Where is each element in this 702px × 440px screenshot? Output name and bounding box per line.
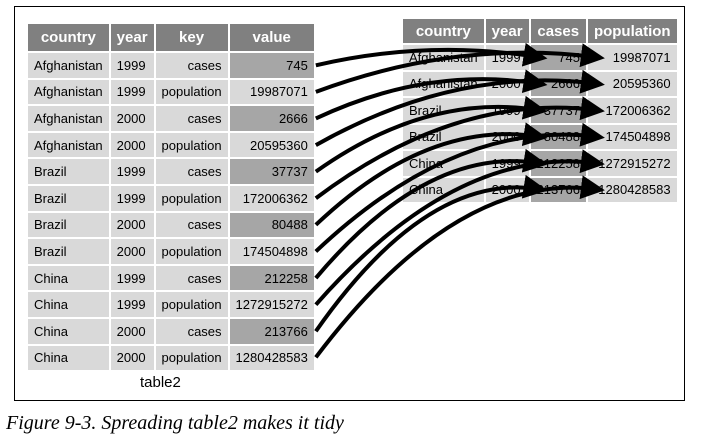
table-row: Afghanistan 2000 2666 20595360 (403, 69, 677, 97)
country-cell: Brazil (28, 237, 111, 265)
population-cell: 174504898 (586, 122, 677, 150)
country-cell: China (28, 290, 111, 318)
spread-arrow (314, 122, 548, 227)
value-cell: 2666 (228, 104, 314, 132)
value-cell: 37737 (228, 157, 314, 185)
table-row: Afghanistan 1999 cases 745 (28, 51, 314, 79)
year-cell: 1999 (109, 263, 156, 292)
table2-header-year: year (109, 24, 156, 52)
key-cell: population (154, 343, 230, 371)
table-row: Afghanistan 2000 population 20595360 (28, 130, 314, 159)
table-row: China 2000 cases 213766 (28, 316, 314, 345)
key-cell: cases (154, 51, 230, 79)
table-row: Brazil 2000 population 174504898 (28, 237, 314, 265)
tidy-header-year: year (484, 19, 531, 44)
spread-arrow (314, 69, 605, 147)
arrow-group (314, 42, 605, 359)
table-row: Afghanistan 1999 population 19987071 (28, 77, 314, 106)
value-cell: 1280428583 (228, 343, 314, 371)
spread-arrow (314, 175, 605, 359)
spread-arrow (314, 149, 605, 306)
value-cell: 172006362 (228, 183, 314, 212)
key-cell: cases (154, 263, 230, 292)
country-cell: Brazil (28, 183, 111, 212)
value-cell: 80488 (228, 210, 314, 239)
table-row: China 1999 population 1272915272 (28, 290, 314, 318)
year-cell: 2000 (109, 237, 156, 265)
year-cell: 1999 (109, 77, 156, 106)
year-cell: 2000 (109, 316, 156, 345)
table2-header-value: value (228, 24, 314, 52)
table2-header-country: country (28, 24, 111, 52)
value-cell: 745 (228, 51, 314, 79)
spread-arrow (314, 148, 548, 280)
table-row: Brazil 1999 population 172006362 (28, 183, 314, 212)
table2-long-format: country year key value Afghanistan 1999 ca… (28, 24, 314, 371)
table-row: China 2000 population 1280428583 (28, 343, 314, 371)
table2-header-key: key (154, 24, 230, 52)
year-cell: 1999 (109, 183, 156, 212)
key-cell: population (154, 290, 230, 318)
country-cell: Brazil (28, 210, 111, 239)
table-row: Brazil 1999 cases 37737 (28, 157, 314, 185)
value-cell: 174504898 (228, 237, 314, 265)
key-cell: population (154, 237, 230, 265)
year-cell: 2000 (109, 343, 156, 371)
key-cell: population (154, 77, 230, 106)
key-cell: cases (154, 210, 230, 239)
year-cell: 2000 (109, 210, 156, 239)
value-cell: 213766 (228, 316, 314, 345)
value-cell: 20595360 (228, 130, 314, 159)
key-cell: cases (154, 157, 230, 185)
tidy-header-country: country (403, 19, 486, 44)
value-cell: 1272915272 (228, 290, 314, 318)
spread-arrow (314, 96, 605, 200)
tidy-header-cases: cases (529, 19, 588, 44)
country-cell: China (28, 263, 111, 292)
value-cell: 212258 (228, 263, 314, 292)
tidy-header-row: country year cases population (403, 19, 677, 44)
country-cell: Brazil (28, 157, 111, 185)
year-cell: 1999 (109, 290, 156, 318)
year-cell: 2000 (109, 104, 156, 132)
table-row: Afghanistan 2000 cases 2666 (28, 104, 314, 132)
country-cell: Afghanistan (28, 77, 111, 106)
year-cell: 1999 (109, 157, 156, 185)
spread-arrow (314, 174, 548, 333)
table-row: China 1999 cases 212258 (28, 263, 314, 292)
key-cell: population (154, 183, 230, 212)
table-row: Brazil 2000 cases 80488 (28, 210, 314, 239)
spread-arrow (314, 122, 605, 253)
country-cell: Afghanistan (28, 104, 111, 132)
key-cell: cases (154, 104, 230, 132)
figure-caption: Figure 9-3. Spreading table2 makes it ti… (6, 412, 344, 434)
table2-header-row: country year key value (28, 24, 314, 52)
country-cell: Afghanistan (28, 130, 111, 159)
tidy-header-population: population (586, 19, 677, 44)
table-row: Brazil 2000 80488 174504898 (403, 122, 677, 150)
year-cell: 1999 (109, 51, 156, 79)
key-cell: population (154, 130, 230, 159)
table2-caption: table2 (140, 374, 181, 391)
spread-arrow (315, 43, 605, 94)
country-cell: China (28, 343, 111, 371)
value-cell: 19987071 (228, 77, 314, 106)
year-cell: 2000 (109, 130, 156, 159)
country-cell: China (28, 316, 111, 345)
country-cell: Afghanistan (28, 51, 111, 79)
key-cell: cases (154, 316, 230, 345)
spread-arrow (314, 95, 548, 174)
